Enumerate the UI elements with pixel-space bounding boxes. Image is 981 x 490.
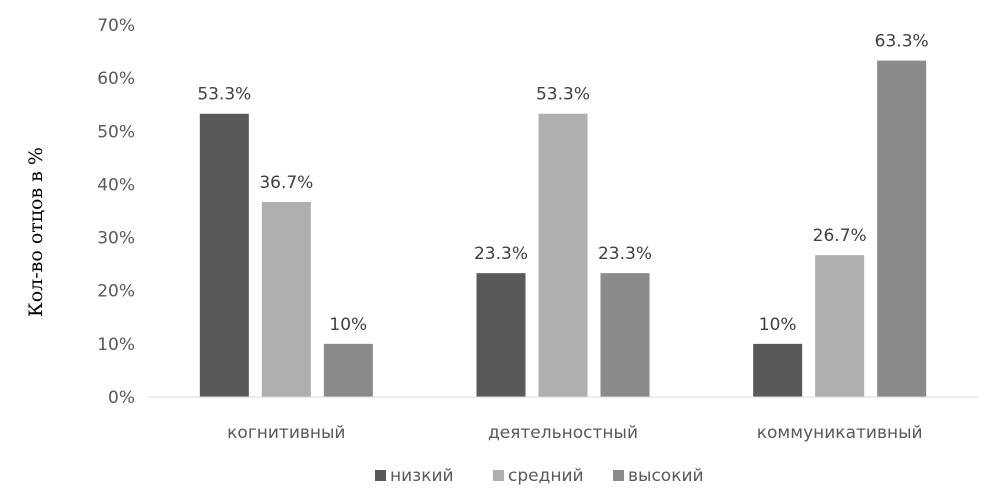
bar-низкий-коммуникативный	[753, 343, 803, 397]
legend-item: низкий	[375, 466, 454, 486]
data-label: 10%	[329, 315, 367, 335]
legend: низкий средний высокий	[375, 466, 704, 486]
y-tick-label: 20%	[97, 282, 135, 302]
legend-label: низкий	[390, 466, 454, 486]
data-label: 36.7%	[259, 173, 313, 193]
legend-label: средний	[508, 466, 584, 486]
y-axis-title: Кол-во отцов в %	[25, 147, 47, 317]
data-label: 63.3%	[875, 32, 929, 52]
y-tick-label: 60%	[97, 69, 135, 89]
data-label: 53.3%	[536, 85, 590, 105]
data-label: 53.3%	[197, 85, 251, 105]
legend-item: средний	[493, 466, 584, 486]
bar-средний-когнитивный	[261, 201, 311, 397]
bar-низкий-когнитивный	[199, 113, 249, 398]
data-label: 23.3%	[598, 244, 652, 264]
bar-высокий-деятельностный	[600, 273, 650, 397]
legend-item: высокий	[613, 466, 704, 486]
y-tick-label: 0%	[108, 388, 135, 408]
y-tick-label: 70%	[97, 16, 135, 36]
data-labels: 53.3% 36.7% 10% 23.3% 53.3% 23.3% 10% 26.7% 63.3…	[197, 32, 928, 335]
x-category-label: когнитивный	[227, 423, 345, 443]
y-tick-label: 40%	[97, 175, 135, 195]
data-label: 10%	[759, 315, 797, 335]
legend-label: высокий	[628, 466, 704, 486]
bar-средний-коммуникативный	[815, 255, 865, 397]
x-category-label: коммуникативный	[757, 423, 923, 443]
y-tick-label: 30%	[97, 229, 135, 249]
bar-средний-деятельностный	[538, 113, 588, 398]
y-axis: 0% 10% 20% 30% 40% 50% 60% 70%	[97, 16, 135, 408]
x-category-label: деятельностный	[488, 423, 638, 443]
legend-swatch	[493, 470, 504, 481]
bar-высокий-когнитивный	[323, 343, 373, 397]
data-label: 23.3%	[474, 244, 528, 264]
y-tick-label: 10%	[97, 335, 135, 355]
bar-низкий-деятельностный	[476, 273, 526, 397]
x-axis: когнитивный деятельностный коммуникативный	[227, 423, 922, 443]
y-tick-label: 50%	[97, 122, 135, 142]
legend-swatch	[375, 470, 386, 481]
bars	[199, 60, 927, 398]
data-label: 26.7%	[813, 226, 867, 246]
legend-swatch	[613, 470, 624, 481]
bar-высокий-коммуникативный	[877, 60, 927, 397]
